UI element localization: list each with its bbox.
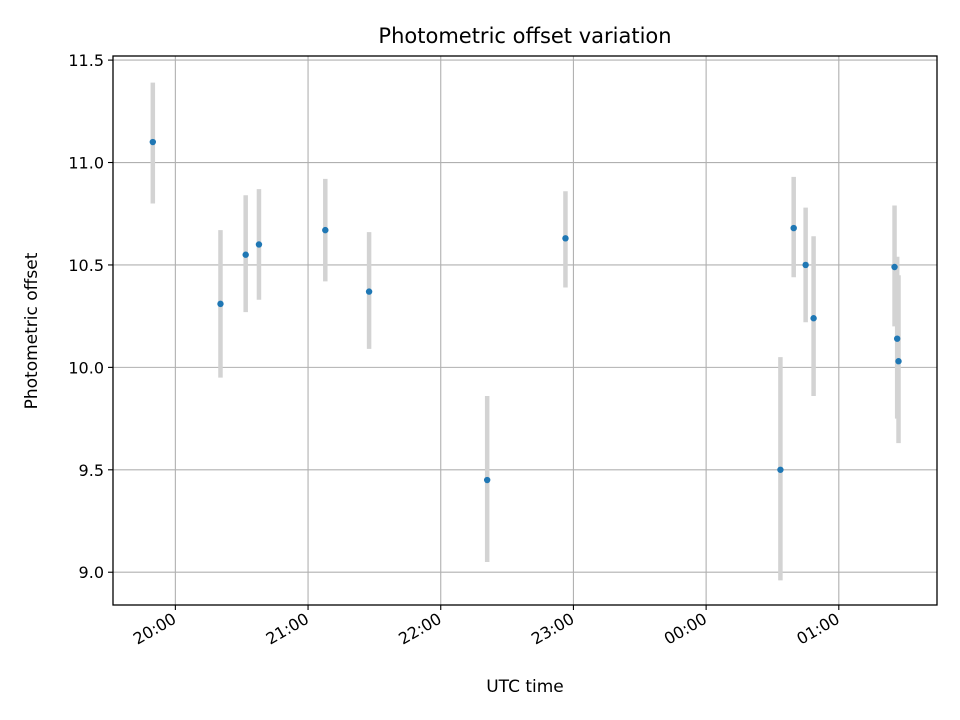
data-point xyxy=(891,263,898,271)
plot-area-frame xyxy=(112,55,938,606)
data-point xyxy=(483,476,491,484)
y-tick-label: 10.5 xyxy=(68,256,104,275)
y-tick-label: 9.0 xyxy=(79,563,104,582)
data-point xyxy=(149,138,157,146)
y-tick-label: 11.5 xyxy=(68,51,104,70)
data-point xyxy=(777,466,784,473)
data-points xyxy=(149,138,902,484)
data-point xyxy=(895,358,902,365)
y-tick-label: 9.5 xyxy=(79,461,104,480)
data-point xyxy=(802,261,809,269)
data-point xyxy=(255,241,263,248)
data-point xyxy=(242,251,249,258)
y-axis-ticks: 9.0 9.5 10.0 10.5 11.0 11.5 xyxy=(68,51,113,582)
data-point xyxy=(365,288,373,295)
y-tick-label: 11.0 xyxy=(68,154,104,173)
grid xyxy=(113,56,937,605)
data-point xyxy=(322,226,329,234)
data-point xyxy=(790,224,797,232)
data-point xyxy=(893,335,901,342)
data-point xyxy=(562,235,569,242)
chart-title: Photometric offset variation xyxy=(378,24,671,48)
x-axis-label: UTC time xyxy=(486,677,564,697)
y-tick-label: 10.0 xyxy=(68,358,104,377)
data-point xyxy=(810,315,817,322)
y-axis-label: Photometric offset xyxy=(22,252,42,409)
data-point xyxy=(217,300,224,308)
